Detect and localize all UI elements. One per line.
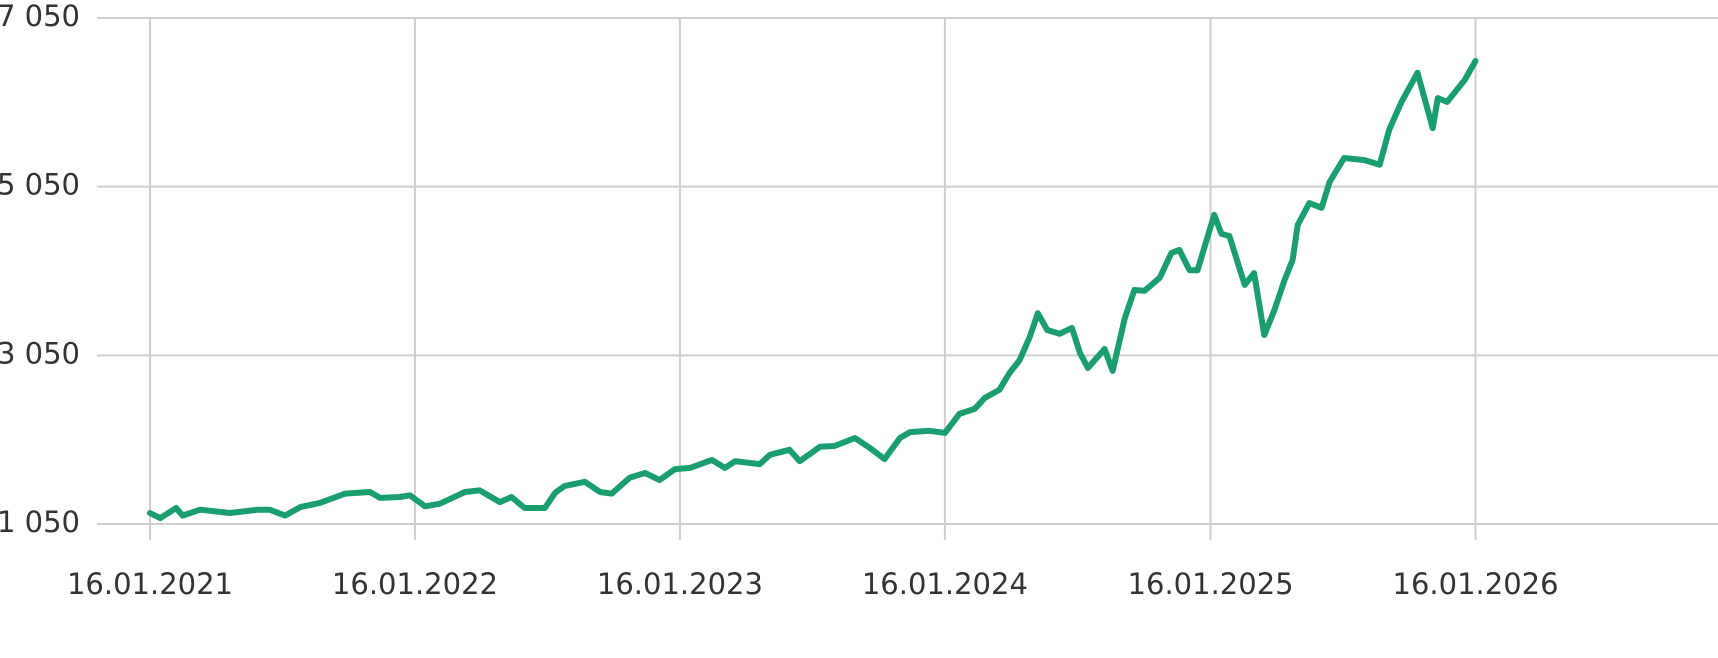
y-tick-label: 1 050 bbox=[0, 505, 80, 539]
x-tick-label: 16.01.2025 bbox=[1128, 567, 1294, 601]
y-tick-label: 7 050 bbox=[0, 0, 80, 33]
line bbox=[147, 58, 1479, 522]
y-tick-label: 3 050 bbox=[0, 336, 80, 370]
x-tick-label: 16.01.2024 bbox=[862, 567, 1028, 601]
x-tick-label: 16.01.2021 bbox=[67, 567, 233, 601]
x-tick-label: 16.01.2022 bbox=[332, 567, 498, 601]
x-tick-label: 16.01.2026 bbox=[1393, 567, 1559, 601]
x-tick-label: 16.01.2023 bbox=[597, 567, 763, 601]
y-tick-label: 5 050 bbox=[0, 168, 80, 202]
